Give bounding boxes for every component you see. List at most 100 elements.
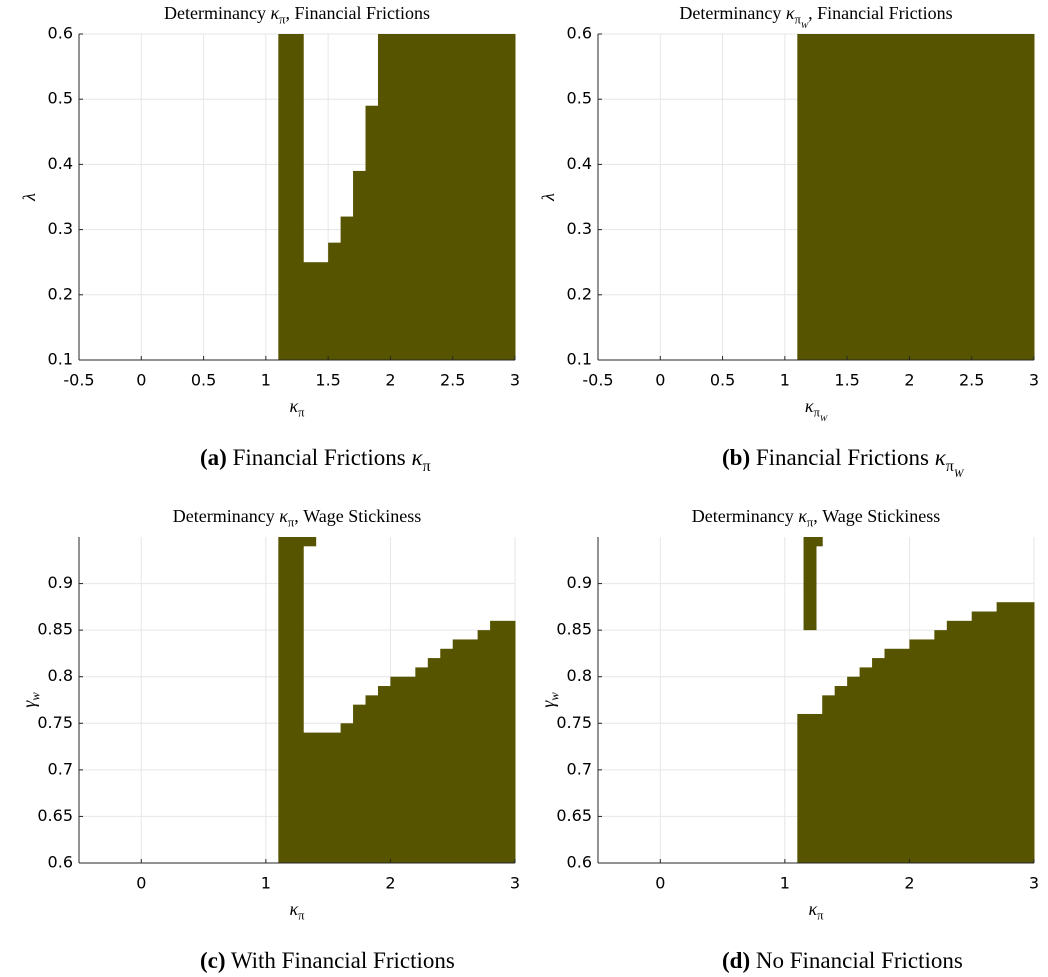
- y-tick-label: 0.1: [567, 350, 592, 369]
- text-part: , Financial Frictions: [285, 3, 429, 23]
- region-column: [377, 34, 516, 360]
- region-column: [365, 105, 379, 360]
- y-tick-label: 0.75: [556, 713, 592, 732]
- y-tick-label: 0.85: [556, 620, 592, 639]
- y-tick-label: 0.3: [567, 219, 592, 238]
- text-part: π: [288, 515, 295, 529]
- text-part: Financial Frictions: [750, 445, 935, 470]
- text-part: W: [954, 467, 965, 479]
- text-part: π: [298, 908, 305, 922]
- x-tick-label: 0.5: [710, 371, 735, 390]
- text-part: (d): [722, 948, 750, 973]
- y-tick-label: 0.65: [37, 806, 73, 825]
- text-part: κ: [290, 396, 299, 416]
- region-column: [353, 170, 367, 360]
- region-column: [315, 732, 342, 863]
- region-column: [909, 639, 935, 863]
- x-axis-label: κπ: [290, 899, 306, 922]
- chart-title: Determinancy κπ, Wage Stickiness: [692, 506, 940, 529]
- y-tick-label: 0.9: [48, 573, 73, 592]
- region-column: [340, 216, 354, 360]
- region-column: [353, 704, 367, 863]
- x-tick-label: 2: [904, 874, 914, 893]
- region-column: [328, 242, 342, 360]
- text-part: κ: [935, 445, 947, 470]
- region-column: [934, 630, 948, 863]
- region-column: [859, 667, 873, 863]
- region-column: [946, 620, 973, 863]
- x-tick-label: -0.5: [582, 371, 613, 390]
- text-part: π: [794, 12, 801, 26]
- x-tick-label: -0.5: [63, 371, 94, 390]
- x-tick-label: 1: [261, 371, 271, 390]
- y-tick-label: 0.6: [48, 24, 73, 43]
- region-column: [427, 658, 441, 863]
- text-part: W: [820, 413, 829, 423]
- text-part: γ: [538, 700, 558, 708]
- region-column: [452, 639, 479, 863]
- text-part: (b): [722, 445, 750, 470]
- caption: (b) Financial Frictions κπW: [722, 445, 965, 479]
- text-part: κ: [805, 396, 814, 416]
- region-column: [816, 713, 823, 863]
- region-column: [415, 667, 429, 863]
- text-part: κ: [786, 3, 795, 23]
- text-part: κ: [411, 445, 423, 470]
- caption: (d) No Financial Frictions: [722, 948, 963, 973]
- region-column: [996, 602, 1035, 863]
- text-part: (a): [200, 445, 227, 470]
- x-tick-label: 0: [136, 371, 146, 390]
- text-part: W: [801, 20, 810, 30]
- text-part: κ: [798, 506, 807, 526]
- text-part: No Financial Frictions: [750, 948, 963, 973]
- text-part: λ: [538, 193, 558, 202]
- region-column: [797, 34, 1035, 360]
- region-column: [797, 713, 805, 863]
- x-axis-label: κπW: [805, 396, 829, 423]
- y-axis-label: λ: [538, 193, 558, 202]
- x-tick-label: 3: [1029, 874, 1039, 893]
- region-column: [971, 611, 998, 863]
- text-part: , Wage Stickiness: [813, 506, 940, 526]
- x-tick-label: 2: [385, 371, 395, 390]
- region-column: [477, 630, 491, 863]
- text-part: Determinancy: [164, 3, 270, 23]
- text-part: π: [423, 458, 431, 475]
- text-part: , Wage Stickiness: [294, 506, 421, 526]
- region-column: [303, 732, 317, 863]
- region-top-block: [803, 537, 817, 631]
- region-column: [834, 686, 848, 863]
- text-part: , Financial Frictions: [808, 3, 952, 23]
- region-column: [390, 676, 416, 863]
- y-tick-label: 0.2: [48, 284, 73, 303]
- text-part: w: [28, 692, 42, 701]
- text-part: Determinancy: [679, 3, 785, 23]
- y-axis-label: λ: [19, 193, 39, 202]
- region-column: [803, 713, 817, 863]
- chart-title: Determinancy κπ, Financial Frictions: [164, 3, 430, 26]
- text-part: Determinancy: [692, 506, 798, 526]
- text-part: π: [817, 908, 824, 922]
- region-column: [303, 262, 329, 360]
- x-tick-label: 1: [261, 874, 271, 893]
- chart-title: Determinancy κπ, Wage Stickiness: [173, 506, 421, 529]
- region-top-block: [303, 537, 317, 547]
- y-axis-label: γw: [19, 692, 42, 708]
- x-axis-label: κπ: [290, 396, 306, 419]
- x-tick-label: 0: [136, 874, 146, 893]
- x-tick-label: 0.5: [191, 371, 216, 390]
- text-part: π: [298, 405, 305, 419]
- x-tick-label: 3: [1029, 371, 1039, 390]
- x-tick-label: 0: [655, 371, 665, 390]
- text-part: Determinancy: [173, 506, 279, 526]
- text-part: Financial Frictions: [227, 445, 412, 470]
- x-tick-label: 1: [780, 874, 790, 893]
- text-part: γ: [19, 700, 39, 708]
- y-tick-label: 0.1: [48, 350, 73, 369]
- x-tick-label: 1: [780, 371, 790, 390]
- text-part: κ: [290, 899, 299, 919]
- x-tick-label: 2.5: [440, 371, 465, 390]
- region-column: [822, 695, 836, 863]
- region-column: [440, 648, 454, 863]
